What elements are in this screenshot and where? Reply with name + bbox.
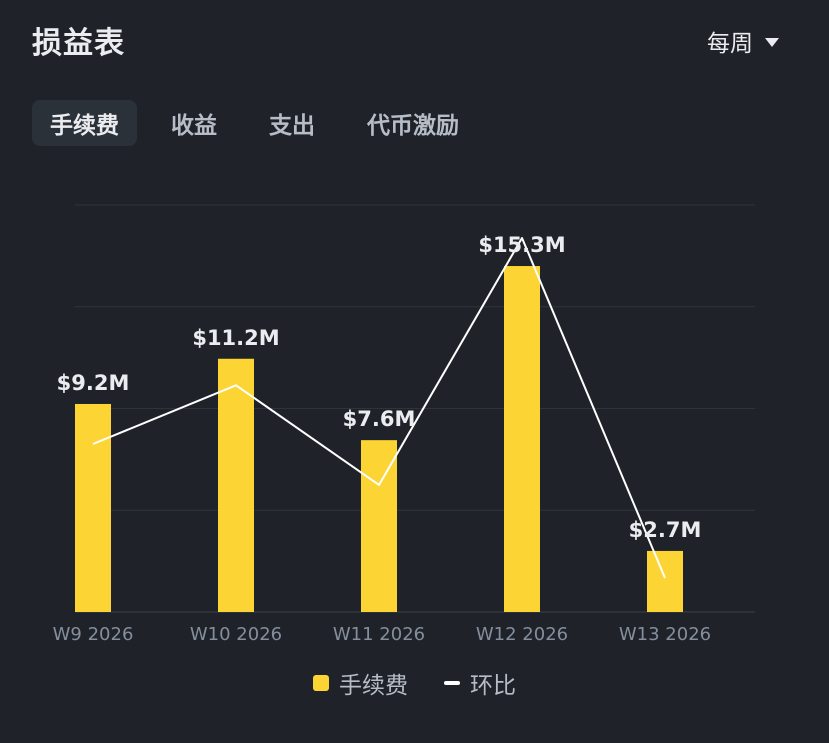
tab-expenses[interactable]: 支出 xyxy=(269,113,315,139)
legend-item-fees[interactable]: 手续费 xyxy=(313,666,408,700)
data-label: $15.3M xyxy=(478,233,565,257)
page-title: 损益表 xyxy=(32,26,125,61)
legend-item-mom[interactable]: 环比 xyxy=(444,666,516,700)
bar-swatch-icon xyxy=(313,675,329,691)
tab-bar: 手续费 收益 支出 代币激励 xyxy=(32,100,493,146)
bar xyxy=(75,403,111,612)
x-tick-label: W9 2026 xyxy=(53,624,134,645)
x-tick-label: W11 2026 xyxy=(333,624,425,645)
bar xyxy=(504,266,540,612)
period-label: 每周 xyxy=(707,31,753,57)
x-tick-label: W13 2026 xyxy=(619,624,711,645)
chart-legend: 手续费 环比 xyxy=(0,666,829,700)
fees-chart: $9.2M $11.2M $7.6M $15.3M $2.7M W9 2026 W10 20… xyxy=(53,204,755,645)
data-label: $11.2M xyxy=(192,326,279,350)
tab-fees[interactable]: 手续费 xyxy=(32,100,137,146)
data-label: $9.2M xyxy=(57,371,130,395)
caret-down-icon xyxy=(765,37,779,47)
tab-token-incentives[interactable]: 代币激励 xyxy=(367,113,459,139)
line-swatch-icon xyxy=(444,681,460,685)
bar xyxy=(218,358,254,612)
bar xyxy=(647,550,683,612)
bar xyxy=(361,440,397,612)
x-tick-label: W12 2026 xyxy=(476,624,568,645)
data-label: $2.7M xyxy=(629,518,702,542)
tab-revenue[interactable]: 收益 xyxy=(171,113,217,139)
legend-label-mom: 环比 xyxy=(470,673,516,699)
x-tick-label: W10 2026 xyxy=(190,624,282,645)
period-dropdown[interactable]: 每周 xyxy=(707,24,779,58)
legend-label-fees: 手续费 xyxy=(339,673,408,699)
data-label: $7.6M xyxy=(343,407,416,431)
